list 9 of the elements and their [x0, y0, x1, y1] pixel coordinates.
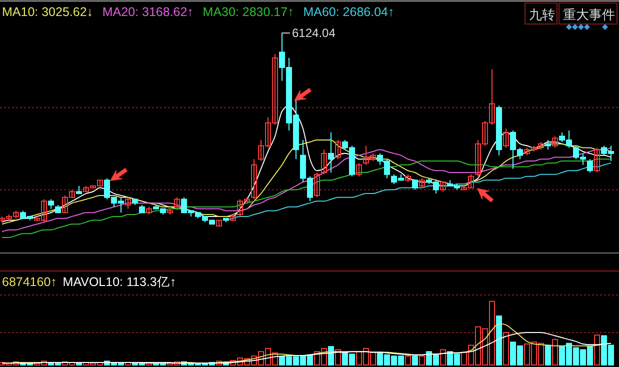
text: MA10: 3025.62↓ [2, 5, 94, 19]
annotation: 6124.04 [292, 26, 336, 40]
text: MA30: 2830.17↑ [202, 5, 294, 19]
text: 6874160↑ [2, 275, 57, 289]
text: MAVOL10: 113.3亿↑ [62, 275, 176, 289]
text: 九转 [529, 8, 555, 23]
text: MA20: 3168.62↑ [102, 5, 194, 19]
text: 重大事件 [563, 8, 615, 23]
text: MA60: 2686.04↑ [303, 5, 394, 19]
